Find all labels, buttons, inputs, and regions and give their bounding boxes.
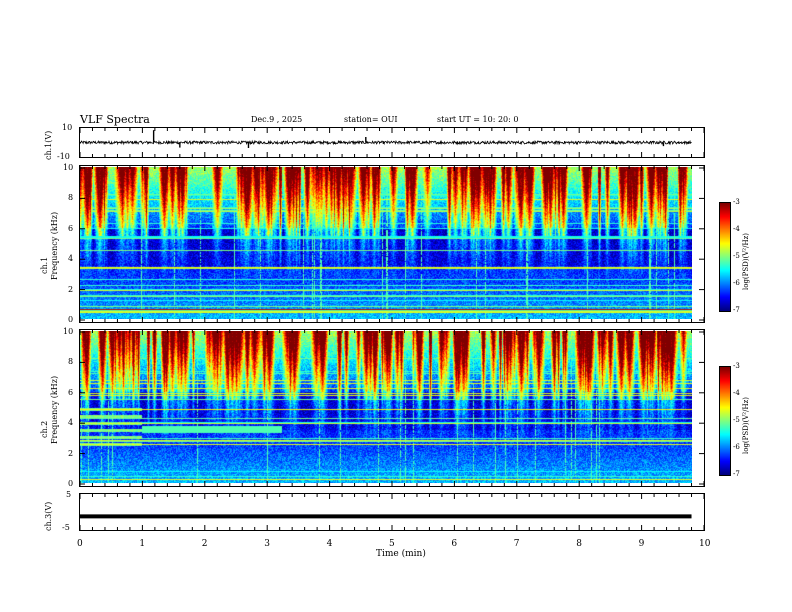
panel-frame — [79, 493, 705, 531]
ch1-spectrogram-frame — [79, 165, 705, 323]
time-tick-label: 4 — [326, 539, 333, 549]
station-label: station= OUI — [344, 115, 398, 124]
colorbar-tick-label: -6 — [733, 443, 740, 451]
time-tick-label: 9 — [638, 539, 645, 549]
freq-tick-label: 2 — [68, 284, 74, 294]
ch2-channel-label: ch.2 — [40, 420, 49, 438]
ch1-waveform-line — [79, 139, 692, 146]
ch1-spectrogram-image — [80, 167, 692, 319]
panel-frame — [79, 165, 705, 323]
time-tick-label: 5 — [389, 539, 395, 549]
ch1-colorbar-label: log(PSD)(V²/Hz) — [742, 233, 750, 290]
ch2-spectrogram-image — [80, 331, 692, 483]
ch3-ytick-bottom: -5 — [62, 523, 70, 532]
ch1-ytick-top: 10 — [62, 123, 73, 132]
freq-tick-label: 4 — [68, 254, 74, 264]
colorbar-tick-label: -4 — [733, 389, 740, 397]
freq-tick-label: 10 — [63, 327, 74, 336]
ch3-ytick-top: 5 — [66, 490, 72, 499]
ch1-ytick-bottom: -10 — [57, 152, 70, 161]
chart-title: VLF Spectra — [80, 113, 150, 126]
time-tick-label: 7 — [513, 539, 520, 549]
time-tick-label: 10 — [699, 539, 711, 549]
colorbar-tick-label: -7 — [733, 306, 740, 314]
time-tick-label: 3 — [264, 539, 270, 549]
freq-tick-label: 8 — [68, 357, 74, 367]
freq-tick-label: 2 — [68, 448, 74, 458]
freq-tick-label: 6 — [68, 387, 74, 397]
ch2-spectrogram-frame — [79, 329, 705, 487]
freq-tick-label: 4 — [68, 418, 74, 428]
colorbar-tick-label: -7 — [733, 470, 740, 478]
time-axis-label: Time (min) — [376, 549, 426, 559]
ch3-ylabel: ch.3(V) — [44, 501, 53, 531]
ch3-waveform-panel — [79, 493, 705, 531]
freq-tick-label: 8 — [68, 193, 74, 203]
freq-tick-label: 0 — [68, 315, 74, 324]
start-time-label: start UT = 10: 20: 0 — [437, 115, 519, 124]
colorbar-tick-label: -4 — [733, 225, 740, 233]
panel-frame — [79, 127, 705, 158]
ch1-ylabel: ch.1(V) — [44, 130, 53, 160]
freq-tick-label: 10 — [63, 163, 74, 172]
colorbar-tick-label: -5 — [733, 416, 740, 424]
ch1-waveform-panel — [79, 127, 705, 158]
ch1-channel-label: ch.1 — [40, 256, 49, 274]
colorbar-tick-label: -3 — [733, 198, 740, 206]
colorbar-tick-label: -5 — [733, 252, 740, 260]
colorbar-tick-label: -3 — [733, 362, 740, 370]
time-tick-label: 6 — [451, 539, 458, 549]
ch1-freq-ylabel: Frequency (kHz) — [50, 211, 59, 280]
time-tick-label: 1 — [139, 539, 146, 549]
colorbar-tick-label: -6 — [733, 279, 740, 287]
ch2-colorbar-label: log(PSD)(V²/Hz) — [742, 397, 750, 454]
freq-tick-label: 6 — [68, 223, 74, 233]
ch2-freq-ylabel: Frequency (kHz) — [50, 375, 59, 444]
ch1-colorbar — [719, 202, 731, 312]
time-tick-label: 0 — [77, 539, 83, 549]
freq-tick-label: 0 — [68, 479, 74, 488]
time-tick-label: 2 — [201, 539, 208, 549]
panel-frame — [79, 329, 705, 487]
ch2-colorbar — [719, 366, 731, 476]
time-tick-label: 8 — [576, 539, 582, 549]
date-label: Dec.9 , 2025 — [251, 115, 303, 124]
